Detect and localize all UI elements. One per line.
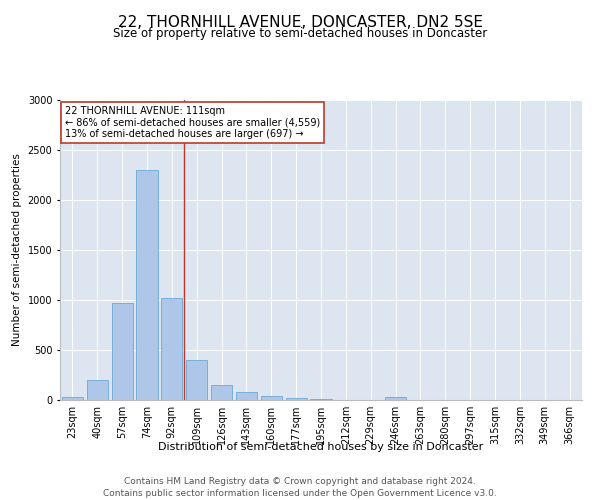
Bar [236, 392, 257, 400]
Bar [87, 380, 108, 400]
Bar [161, 298, 182, 400]
Text: Contains HM Land Registry data © Crown copyright and database right 2024.: Contains HM Land Registry data © Crown c… [124, 478, 476, 486]
Y-axis label: Number of semi-detached properties: Number of semi-detached properties [12, 154, 22, 346]
Bar [211, 385, 232, 400]
Text: 22 THORNHILL AVENUE: 111sqm
← 86% of semi-detached houses are smaller (4,559)
13: 22 THORNHILL AVENUE: 111sqm ← 86% of sem… [65, 106, 320, 139]
Text: Contains public sector information licensed under the Open Government Licence v3: Contains public sector information licen… [103, 489, 497, 498]
Bar [62, 397, 83, 400]
Bar [186, 360, 207, 400]
Bar [261, 396, 282, 400]
Text: Distribution of semi-detached houses by size in Doncaster: Distribution of semi-detached houses by … [158, 442, 484, 452]
Bar [286, 398, 307, 400]
Bar [310, 399, 332, 400]
Bar [112, 302, 133, 400]
Text: 22, THORNHILL AVENUE, DONCASTER, DN2 5SE: 22, THORNHILL AVENUE, DONCASTER, DN2 5SE [118, 15, 482, 30]
Bar [136, 170, 158, 400]
Bar [385, 397, 406, 400]
Text: Size of property relative to semi-detached houses in Doncaster: Size of property relative to semi-detach… [113, 28, 487, 40]
